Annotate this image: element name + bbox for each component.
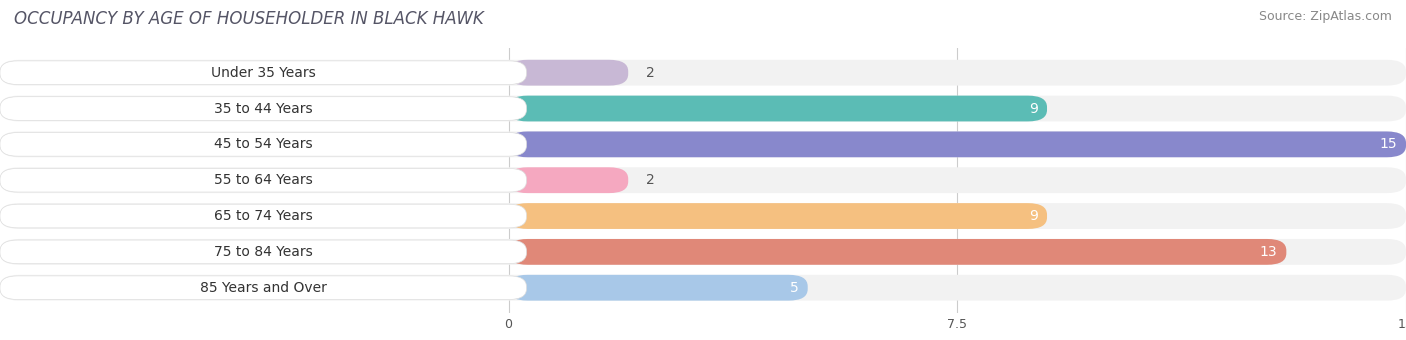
Text: 9: 9 — [1029, 102, 1038, 116]
FancyBboxPatch shape — [0, 132, 1406, 157]
FancyBboxPatch shape — [0, 275, 1406, 301]
FancyBboxPatch shape — [0, 240, 526, 264]
Text: 75 to 84 Years: 75 to 84 Years — [214, 245, 312, 259]
FancyBboxPatch shape — [0, 60, 1406, 86]
FancyBboxPatch shape — [0, 204, 526, 228]
Text: 13: 13 — [1260, 245, 1278, 259]
Text: 85 Years and Over: 85 Years and Over — [200, 281, 326, 295]
FancyBboxPatch shape — [0, 276, 526, 300]
Text: 9: 9 — [1029, 209, 1038, 223]
Text: 2: 2 — [647, 66, 655, 80]
FancyBboxPatch shape — [509, 167, 628, 193]
Text: OCCUPANCY BY AGE OF HOUSEHOLDER IN BLACK HAWK: OCCUPANCY BY AGE OF HOUSEHOLDER IN BLACK… — [14, 10, 484, 28]
FancyBboxPatch shape — [0, 97, 526, 120]
FancyBboxPatch shape — [0, 133, 526, 156]
FancyBboxPatch shape — [0, 96, 1406, 121]
Text: 5: 5 — [790, 281, 799, 295]
Text: 55 to 64 Years: 55 to 64 Years — [214, 173, 312, 187]
FancyBboxPatch shape — [0, 61, 526, 85]
FancyBboxPatch shape — [0, 167, 1406, 193]
Text: Source: ZipAtlas.com: Source: ZipAtlas.com — [1258, 10, 1392, 23]
Text: 45 to 54 Years: 45 to 54 Years — [214, 137, 312, 151]
Text: Under 35 Years: Under 35 Years — [211, 66, 315, 80]
FancyBboxPatch shape — [509, 132, 1406, 157]
FancyBboxPatch shape — [509, 239, 1286, 265]
FancyBboxPatch shape — [509, 203, 1047, 229]
Text: 65 to 74 Years: 65 to 74 Years — [214, 209, 312, 223]
Text: 15: 15 — [1379, 137, 1398, 151]
FancyBboxPatch shape — [0, 203, 1406, 229]
Text: 2: 2 — [647, 173, 655, 187]
FancyBboxPatch shape — [0, 168, 526, 192]
FancyBboxPatch shape — [509, 275, 807, 301]
FancyBboxPatch shape — [0, 239, 1406, 265]
Text: 35 to 44 Years: 35 to 44 Years — [214, 102, 312, 116]
FancyBboxPatch shape — [509, 60, 628, 86]
FancyBboxPatch shape — [509, 96, 1047, 121]
